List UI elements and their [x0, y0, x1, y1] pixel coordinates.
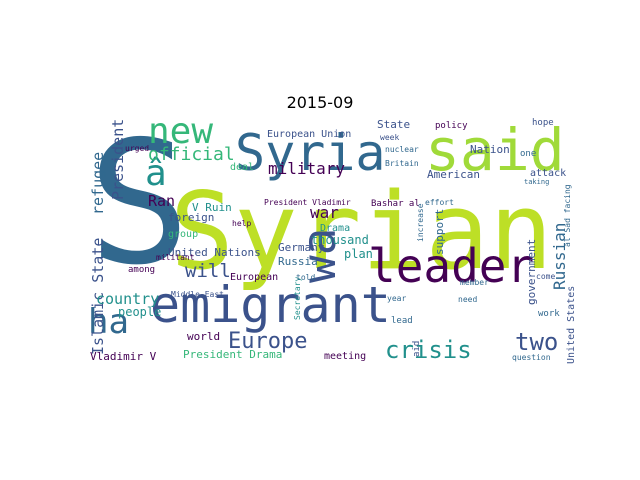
cloud-word-britain: Britain — [385, 159, 419, 168]
cloud-word-policy: policy — [435, 121, 468, 131]
cloud-word-nuclear: nuclear — [385, 145, 419, 154]
cloud-word-year: year — [387, 294, 406, 303]
cloud-word-taking: taking — [524, 178, 549, 186]
cloud-word-president-vladimir: President Vladimir — [264, 198, 351, 207]
cloud-word-people: people — [118, 305, 161, 319]
cloud-word-country: country — [96, 290, 159, 308]
cloud-word-urged: urged — [125, 144, 149, 153]
cloud-word-said: said — [425, 116, 565, 184]
cloud-word-lead: lead — [391, 316, 413, 326]
cloud-word-increase: increase — [416, 203, 425, 242]
cloud-word-war: war — [310, 203, 339, 222]
cloud-word-ran: Ran — [148, 192, 175, 210]
cloud-word-official: official — [148, 144, 235, 165]
cloud-word-need: need — [458, 295, 477, 304]
cloud-word-leader: leader — [368, 239, 534, 293]
cloud-word-russia: Russia — [278, 255, 318, 268]
figure-title: 2015-09 — [286, 93, 354, 112]
cloud-word-middle-east: Middle East — [171, 290, 224, 299]
cloud-word-united-states: United States — [566, 286, 577, 364]
cloud-word-islamic-state: Islamic State — [89, 238, 107, 355]
cloud-word-president: President — [109, 119, 127, 200]
cloud-word-president-drama: President Drama — [183, 348, 282, 361]
cloud-word-aid: aid — [412, 341, 422, 357]
cloud-word-wa: wa — [292, 228, 346, 283]
cloud-word-united-nations: United Nations — [168, 246, 261, 259]
cloud-word-week: week — [380, 133, 399, 142]
cloud-word-vladimir-v: Vladimir V — [90, 350, 157, 363]
cloud-word-american: American — [427, 168, 480, 181]
cloud-word-help: help — [232, 219, 251, 228]
cloud-word-support: support — [433, 209, 446, 255]
cloud-word-hope: hope — [532, 118, 554, 128]
cloud-word-plan: plan — [344, 247, 373, 261]
cloud-word-deal: deal — [230, 162, 254, 173]
cloud-word-new: new — [148, 111, 213, 152]
cloud-word-ha: ha — [88, 302, 129, 342]
cloud-word-meeting: meeting — [324, 351, 366, 362]
cloud-word-germany: Germany — [278, 241, 325, 254]
cloud-word-world: world — [187, 330, 220, 343]
cloud-word-european-union: European Union — [267, 129, 351, 140]
cloud-word-told: told — [296, 273, 315, 282]
cloud-word-question: question — [512, 353, 551, 362]
cloud-word-effort: effort — [425, 198, 454, 207]
cloud-word-thousand: thousand — [311, 233, 369, 247]
cloud-word-work: work — [538, 309, 560, 319]
cloud-word-refugee: refugee — [89, 152, 107, 215]
cloud-word-emigrant: emigrant — [150, 276, 391, 334]
cloud-word-two: two — [515, 328, 558, 356]
cloud-word-military: military — [268, 159, 345, 178]
cloud-word-member: member — [460, 278, 489, 287]
cloud-word-secretary: Secretary — [293, 276, 302, 320]
cloud-word-syrian: Syrian — [170, 170, 553, 293]
cloud-word-v-ruin: V Ruin — [192, 201, 232, 214]
cloud-word-attack: attack — [530, 168, 566, 179]
cloud-word-: â — [145, 153, 167, 194]
cloud-word-russian: Russian — [550, 223, 569, 290]
cloud-word-group: group — [168, 229, 198, 240]
cloud-word-european: European — [230, 272, 278, 283]
cloud-word-europe: Europe — [228, 329, 307, 354]
cloud-word-foreign: foreign — [168, 211, 214, 224]
cloud-word-state: State — [377, 118, 410, 131]
cloud-word-al-sad-facing: al Sad facing — [563, 184, 572, 247]
cloud-word-come: come — [536, 272, 555, 281]
cloud-word-government: government — [525, 239, 538, 305]
cloud-word-one: one — [520, 149, 536, 159]
cloud-word-nation: Nation — [470, 143, 510, 156]
cloud-word-bashar-al: Bashar al — [371, 199, 420, 209]
cloud-word-will: will — [185, 260, 231, 282]
cloud-word-crisis: crisis — [385, 336, 472, 364]
cloud-word-syria: Syria — [235, 124, 386, 182]
cloud-word-among: among — [128, 265, 155, 275]
cloud-word-militant: militant — [156, 253, 195, 262]
cloud-word-drama: Drama — [320, 223, 350, 234]
cloud-word-s: S — [88, 105, 190, 303]
